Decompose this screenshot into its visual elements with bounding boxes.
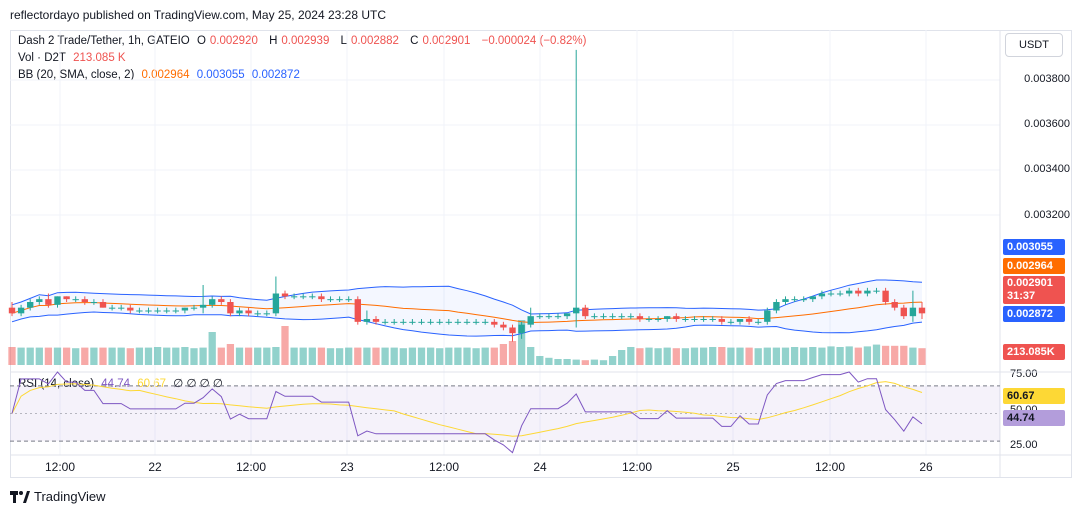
time-axis-label: 23 [340,460,354,474]
price-axis-label: 0.003400 [1024,163,1070,175]
symbol-legend[interactable]: Dash 2 Trade/Tether, 1h, GATEIO O 0.00292… [18,35,590,47]
time-axis-label: 24 [533,460,547,474]
close-label: C 0.002901 [410,35,471,47]
bb-upper-value: 0.003055 [196,69,245,81]
time-axis-label: 12:00 [44,460,76,474]
rsi-tag: 44.74 [1003,410,1065,426]
price-axis-label: 0.003800 [1024,73,1070,85]
time-axis-label: 12:00 [428,460,460,474]
symbol-title: Dash 2 Trade/Tether, 1h, GATEIO [18,35,190,47]
time-axis-label: 22 [148,460,162,474]
brand-name: TradingView [34,489,106,504]
rsi-empty-values: ∅ ∅ ∅ ∅ [173,378,223,390]
low-label: L 0.002882 [340,35,399,47]
time-axis-label: 25 [726,460,740,474]
time-axis-label: 12:00 [814,460,846,474]
last-price-tag: 0.002901 31:37 [1003,276,1065,304]
time-axis-label: 12:00 [235,460,267,474]
bb-legend[interactable]: BB (20, SMA, close, 2) 0.002964 0.003055… [18,69,304,81]
price-axis-label: 0.003200 [1024,209,1070,221]
rsi-ma-tag: 60.67 [1003,388,1065,404]
bb-lower-value: 0.002872 [251,69,300,81]
volume-value: 213.085 K [73,52,126,64]
rsi-value: 44.74 [101,378,131,390]
rsi-axis-label: 25.00 [1010,439,1038,451]
bb-upper-tag: 0.003055 [1003,239,1065,255]
bb-title: BB (20, SMA, close, 2) [18,69,135,81]
publisher-header: reflectordayo published on TradingView.c… [10,8,386,22]
rsi-ma-value: 60.67 [137,378,167,390]
last-price: 0.002901 [1007,277,1053,289]
volume-tag: 213.085K [1003,344,1065,360]
bb-mid-tag: 0.002964 [1003,258,1065,274]
bb-mid-value: 0.002964 [141,69,190,81]
volume-title: Vol · D2T [18,52,66,64]
rsi-legend[interactable]: RSI (14, close) 44.74 60.67 ∅ ∅ ∅ ∅ [18,376,227,390]
high-label: H 0.002939 [269,35,330,47]
change-label: −0.000024 (−0.82%) [481,35,587,47]
bb-lower-tag: 0.002872 [1003,306,1065,322]
time-axis-label: 26 [919,460,933,474]
open-label: O 0.002920 [196,35,258,47]
time-axis-label: 12:00 [621,460,653,474]
rsi-axis-label: 75.00 [1010,368,1038,380]
rsi-title: RSI (14, close) [18,378,95,390]
volume-legend[interactable]: Vol · D2T 213.085 K [18,52,130,64]
currency-button[interactable]: USDT [1005,33,1063,57]
price-axis-label: 0.003600 [1024,118,1070,130]
chart-frame [10,30,1072,478]
tradingview-logo-icon [10,490,30,503]
footer-brand[interactable]: TradingView [10,489,106,504]
countdown: 31:37 [1007,290,1036,302]
